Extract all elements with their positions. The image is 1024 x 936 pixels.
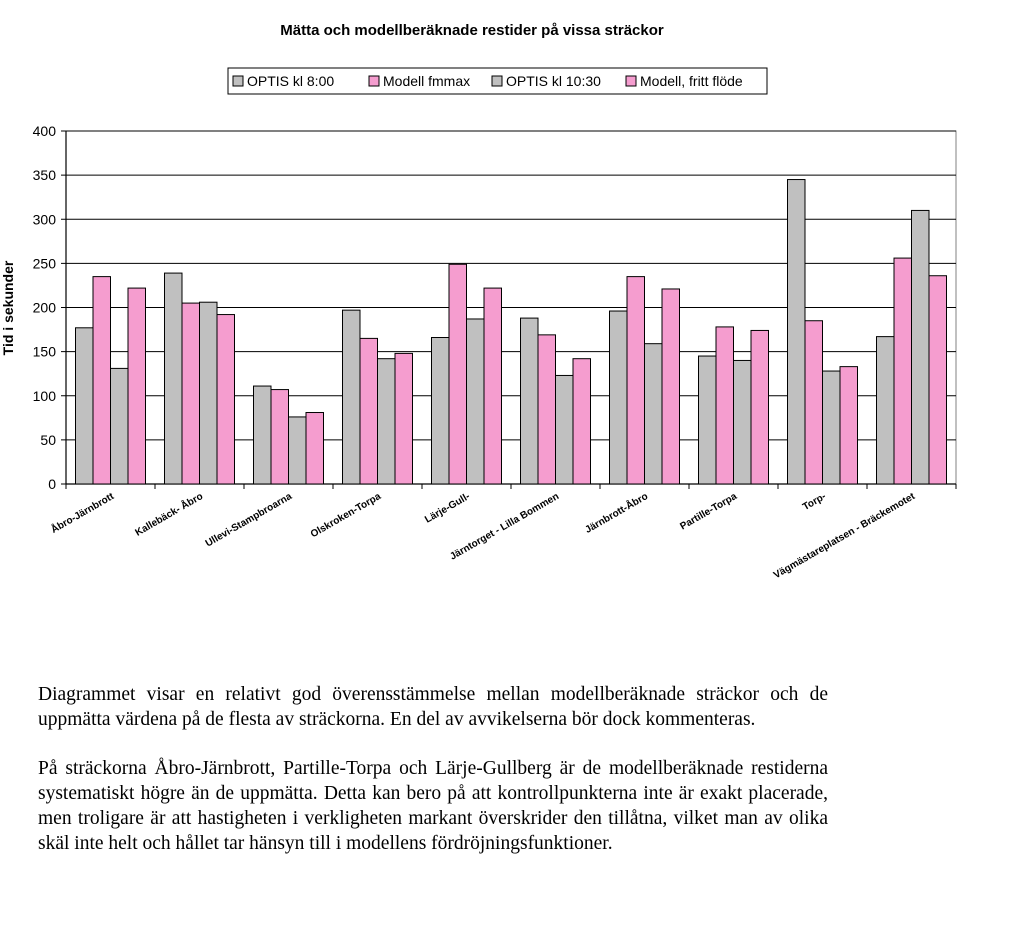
legend-swatch: [491, 75, 503, 87]
bar: [394, 352, 413, 485]
bar: [466, 318, 485, 485]
legend-swatch: [368, 75, 380, 87]
bar: [92, 276, 111, 485]
bar: [164, 272, 183, 485]
legend: OPTIS kl 8:00 Modell fmmax OPTIS kl 10:30 M…: [227, 67, 768, 95]
x-category-label: Vägmästareplatsen - Bräckemotet: [772, 491, 918, 581]
bar: [733, 359, 752, 485]
bar: [127, 287, 146, 485]
y-tick-label: 50: [40, 432, 56, 448]
y-tick-label: 350: [33, 167, 57, 183]
bar: [448, 263, 467, 485]
bar: [609, 310, 628, 485]
x-category-label: Partille-Torpa: [678, 491, 739, 533]
paragraph-2: På sträckorna Åbro-Järnbrott, Partille-T…: [38, 758, 828, 854]
x-category-label: Kallebäck- Åbro: [133, 489, 205, 538]
bar: [342, 309, 361, 485]
bar: [572, 358, 591, 485]
body-text: Diagrammet visar en relativt god överens…: [38, 682, 828, 880]
bar: [537, 334, 556, 485]
bar: [839, 366, 858, 485]
chart-title: Mätta och modellberäknade restider på vi…: [280, 22, 664, 39]
legend-swatch: [625, 75, 637, 87]
bar: [555, 374, 574, 485]
bar: [893, 257, 912, 485]
legend-label: OPTIS kl 8:00: [247, 73, 334, 89]
legend-label: Modell fmmax: [383, 73, 470, 89]
bar: [75, 327, 94, 485]
bar: [626, 276, 645, 485]
x-category-label: Lärje-Gull-: [423, 491, 472, 526]
bar: [377, 358, 396, 485]
bar: [928, 275, 947, 485]
bar: [661, 288, 680, 485]
paragraph-1: Diagrammet visar en relativt god överens…: [38, 684, 828, 730]
bar: [750, 329, 769, 485]
x-category-label: Torp-: [801, 491, 828, 513]
bar: [822, 370, 841, 485]
y-tick-label: 100: [33, 388, 57, 404]
bar: [715, 326, 734, 485]
bar: [288, 416, 307, 485]
legend-label: Modell, fritt flöde: [640, 73, 743, 89]
plot-area: 0 50 100 150 200 250 300 350 400 Åbro-Järnbrott Ka…: [33, 123, 957, 581]
y-tick-label: 200: [33, 300, 57, 316]
y-tick-label: 0: [48, 476, 56, 492]
bar: [359, 337, 378, 485]
bar: [199, 301, 218, 485]
x-category-label: Järnbrott-Åbro: [582, 489, 650, 536]
bar-chart: Mätta och modellberäknade restider på vi…: [0, 22, 957, 581]
bar: [483, 287, 502, 485]
bar: [253, 385, 272, 485]
x-category-label: Olskroken-Torpa: [309, 491, 384, 540]
bar: [110, 367, 129, 485]
bar: [787, 179, 806, 485]
legend-label: OPTIS kl 10:30: [506, 73, 601, 89]
bar: [644, 343, 663, 485]
bar: [305, 412, 324, 485]
bar: [876, 336, 895, 485]
y-tick-label: 150: [33, 344, 57, 360]
bar: [520, 317, 539, 485]
bar: [431, 337, 450, 485]
bar: [911, 209, 930, 485]
bar: [216, 314, 235, 485]
legend-swatch: [232, 75, 244, 87]
bar: [270, 389, 289, 485]
bar: [181, 302, 200, 485]
y-tick-label: 400: [33, 123, 57, 139]
x-category-label: Ullevi-Stampbroarna: [204, 491, 295, 550]
y-tick-label: 250: [33, 255, 57, 271]
y-tick-label: 300: [33, 211, 57, 227]
y-axis-label: Tid i sekunder: [0, 260, 16, 355]
bar: [804, 320, 823, 485]
bar: [698, 355, 717, 485]
x-category-label: Åbro-Järnbrott: [48, 489, 116, 536]
